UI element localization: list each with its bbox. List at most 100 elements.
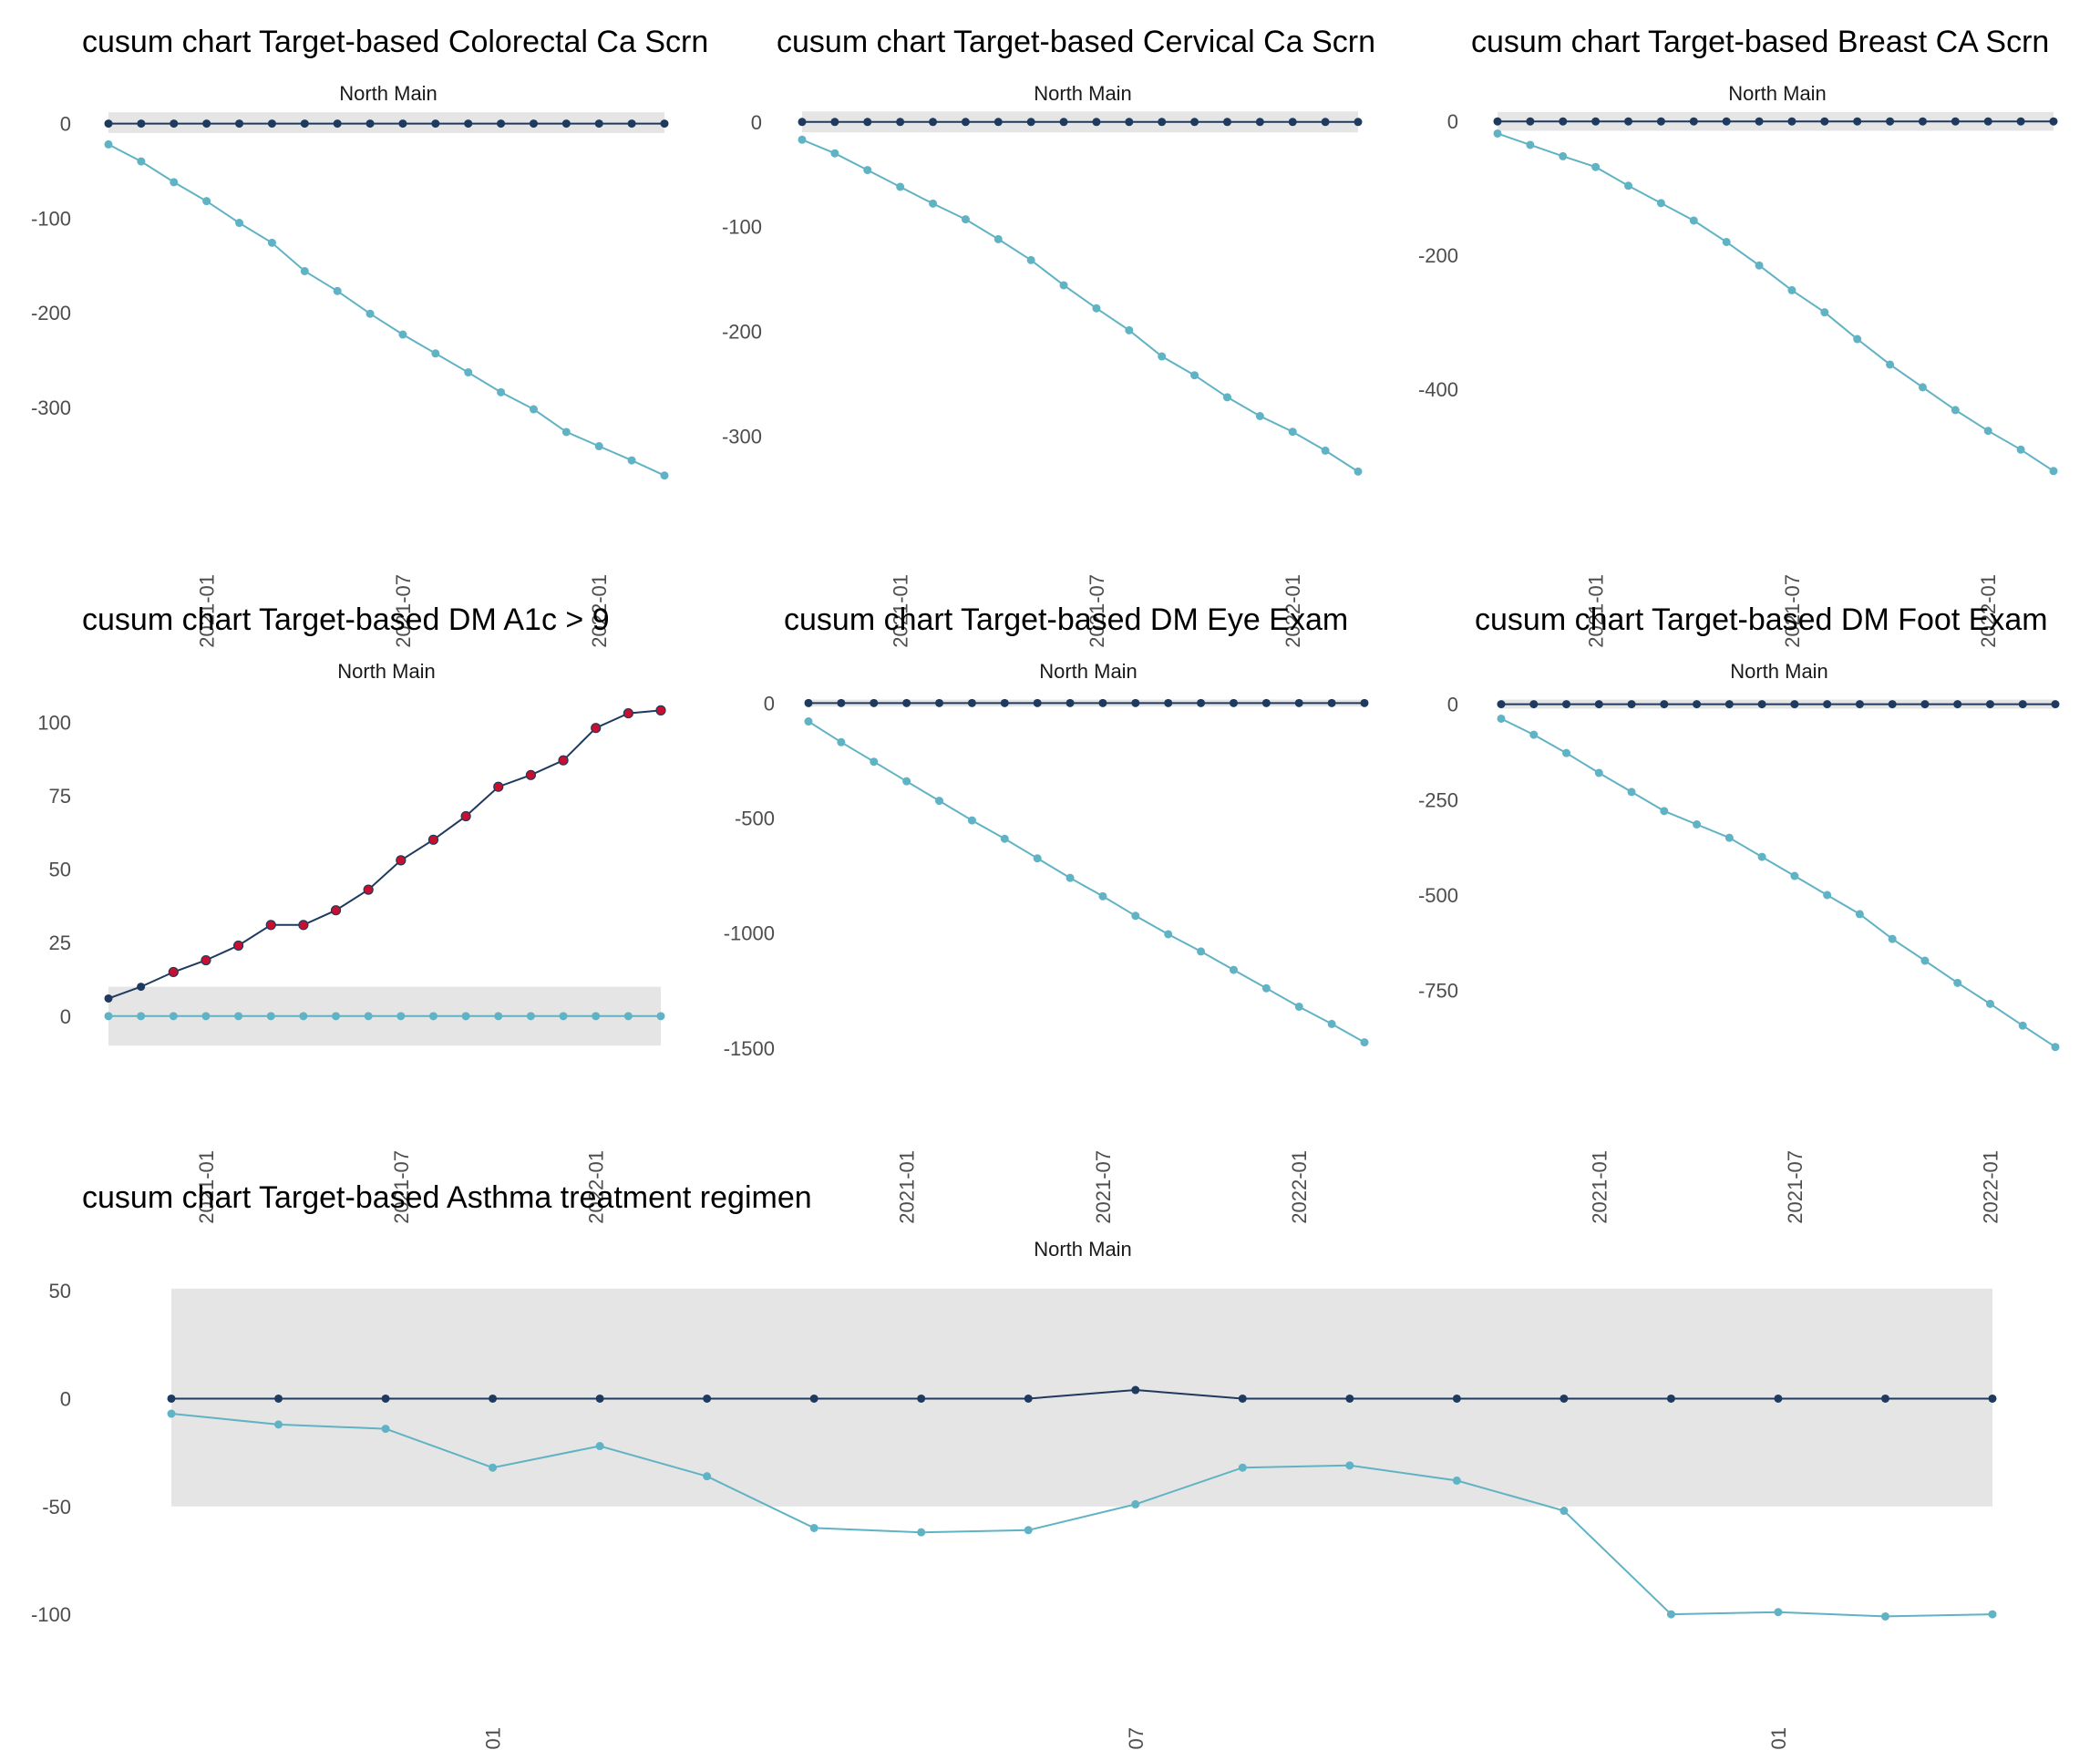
data-point-upper [929, 118, 938, 127]
data-point-upper [330, 905, 342, 916]
data-point-lower [1656, 199, 1665, 208]
data-point-lower [1660, 807, 1669, 816]
data-point-upper [2018, 700, 2027, 709]
data-point-upper [363, 884, 374, 895]
data-point-upper [265, 920, 276, 931]
data-point-lower [1790, 871, 1799, 880]
data-point-upper [1098, 698, 1107, 707]
data-point-lower [202, 197, 211, 206]
data-point-upper [104, 993, 113, 1003]
data-point-lower [1918, 383, 1927, 392]
data-point-upper [1886, 117, 1895, 126]
data-point-lower [1853, 335, 1862, 344]
data-point-lower [1238, 1463, 1247, 1472]
data-point-upper [381, 1394, 390, 1403]
data-point-upper [1497, 700, 1506, 709]
data-point-upper [1321, 118, 1330, 127]
data-point-upper [1059, 118, 1068, 127]
data-point-lower [1666, 1610, 1675, 1619]
data-point-upper [935, 698, 944, 707]
data-point-upper [1594, 700, 1603, 709]
data-point-upper [967, 698, 976, 707]
data-point-upper [167, 1394, 176, 1403]
data-point-lower [993, 234, 1003, 243]
data-point-upper [1529, 700, 1539, 709]
data-point-lower [1855, 910, 1864, 919]
x-tick-label: 2022-01 [1767, 1727, 1790, 1750]
data-point-lower [1255, 411, 1264, 420]
y-tick-label: -200 [722, 320, 762, 343]
data-point-lower [1345, 1461, 1354, 1470]
data-point-upper [1164, 698, 1173, 707]
data-point-lower [1755, 261, 1764, 270]
x-tick-label: 2021-07 [1092, 1150, 1115, 1224]
chart-subtitle: North Main [1034, 82, 1132, 105]
data-point-lower [1985, 999, 1994, 1008]
data-point-lower [1098, 891, 1107, 901]
y-tick-label: 75 [49, 785, 71, 808]
data-point-lower [365, 309, 375, 318]
data-point-upper [274, 1394, 283, 1403]
data-point-lower [1229, 965, 1238, 974]
data-point-lower [461, 1012, 470, 1021]
data-point-upper [493, 781, 504, 792]
chart-subtitle: North Main [1728, 82, 1827, 105]
data-point-lower [333, 286, 342, 295]
y-tick-label: 0 [1447, 694, 1458, 716]
chart-panel-4: cusum chart Target-based DM A1c > 9 North… [37, 602, 666, 1224]
data-point-upper [993, 118, 1003, 127]
data-point-lower [267, 238, 276, 247]
data-point-upper [267, 119, 276, 129]
data-point-upper [1354, 118, 1363, 127]
data-point-upper [1951, 117, 1960, 126]
data-point-upper [333, 119, 342, 129]
control-band [108, 112, 664, 133]
y-tick-label: 0 [1447, 110, 1458, 133]
y-tick-label: 0 [764, 692, 775, 715]
x-tick-label: 2021-01 [1585, 574, 1608, 648]
data-point-upper [1288, 118, 1297, 127]
data-point-upper [1229, 698, 1238, 707]
data-point-lower [1164, 930, 1173, 939]
data-point-lower [1294, 1002, 1303, 1011]
data-point-upper [1493, 117, 1502, 126]
data-point-lower [1493, 129, 1502, 138]
y-tick-label: -300 [31, 396, 71, 419]
data-point-lower [274, 1420, 283, 1429]
x-tick-label: 2021-07 [1086, 574, 1108, 648]
data-point-upper [1360, 698, 1369, 707]
x-tick-label: 2022-01 [585, 1150, 608, 1224]
series-line-lower [808, 720, 1365, 1044]
data-point-upper [431, 119, 440, 129]
data-point-lower [1627, 788, 1636, 797]
chart-subtitle: North Main [1730, 660, 1828, 683]
data-point-lower [1988, 1610, 1997, 1619]
data-point-lower [364, 1012, 373, 1021]
data-point-lower [201, 1012, 211, 1021]
chart-title: cusum chart Target-based DM Foot Exam [1475, 602, 2048, 637]
data-point-lower [1594, 768, 1603, 777]
data-point-lower [902, 777, 911, 786]
data-point-lower [1000, 834, 1009, 843]
chart-title: cusum chart Target-based Asthma treatmen… [82, 1180, 812, 1215]
chart-panel-2: cusum chart Target-based Cervical Ca Scr… [722, 25, 1375, 648]
data-point-lower [1190, 371, 1199, 380]
data-point-upper [1820, 117, 1829, 126]
data-point-upper [870, 698, 879, 707]
x-tick-label: 2021-01 [482, 1727, 505, 1750]
data-point-lower [863, 166, 872, 175]
chart-subtitle: North Main [1034, 1238, 1132, 1261]
data-point-upper [1774, 1394, 1783, 1403]
data-point-upper [1656, 117, 1665, 126]
data-point-upper [623, 707, 633, 719]
data-point-lower [1131, 1499, 1140, 1508]
data-point-upper [1666, 1394, 1675, 1403]
data-point-upper [1026, 118, 1035, 127]
y-tick-label: -1000 [724, 922, 775, 945]
chart-panel-7: cusum chart Target-based Asthma treatmen… [31, 1180, 1997, 1750]
data-point-upper [1261, 698, 1271, 707]
data-point-lower [1920, 956, 1930, 965]
series-line-lower [1500, 717, 2056, 1048]
data-point-lower [627, 456, 636, 465]
data-point-upper [1559, 117, 1568, 126]
